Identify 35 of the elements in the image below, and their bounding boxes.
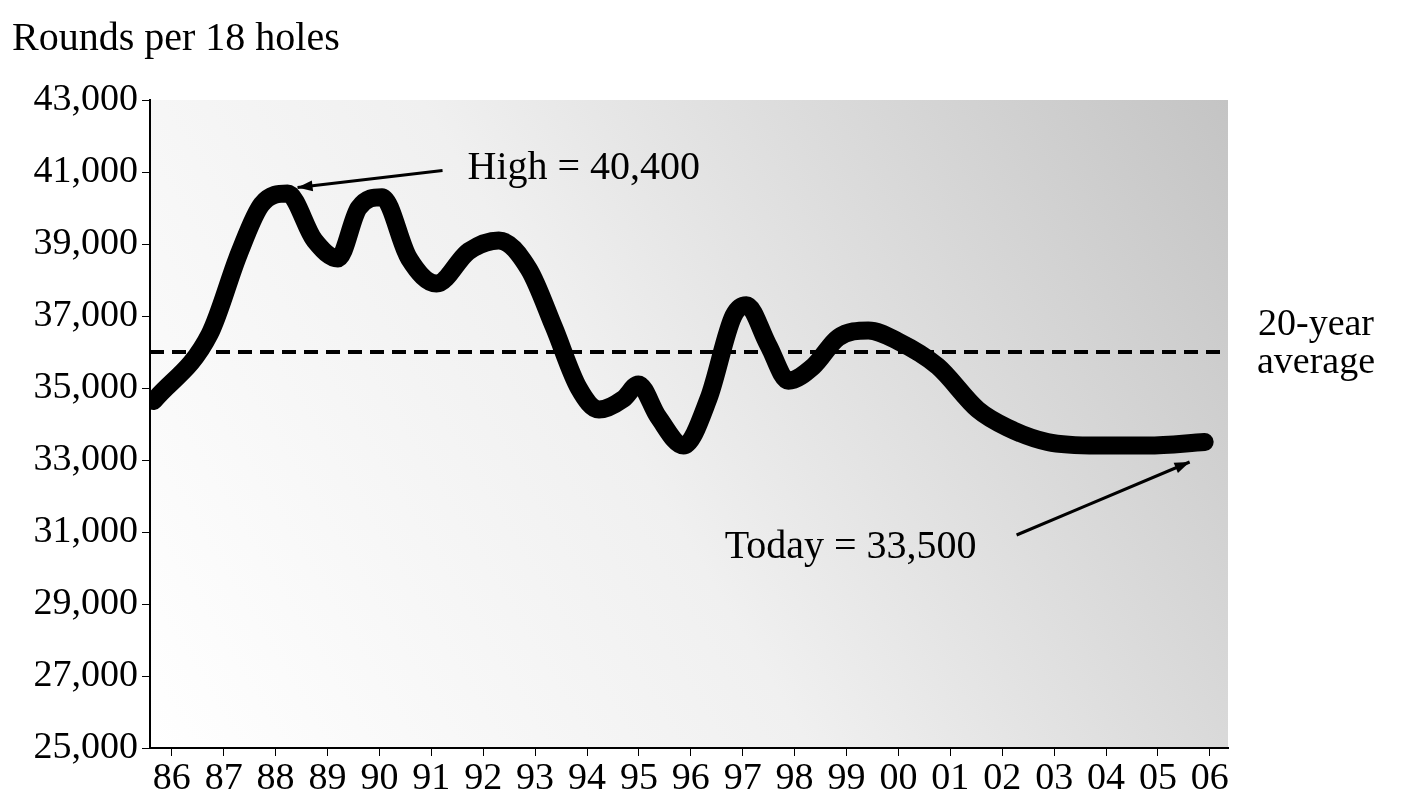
annotation: Today = 33,500 <box>724 521 977 567</box>
ref-line-label: 20-year average <box>1256 301 1376 381</box>
y-tick-label: 43,000 <box>33 75 138 118</box>
x-tick-label: 00 <box>879 754 918 797</box>
y-tick-label: 29,000 <box>33 579 138 622</box>
x-tick-label: 03 <box>1035 754 1074 797</box>
x-tick-label: 99 <box>827 754 866 797</box>
x-tick-label: 90 <box>360 754 399 797</box>
x-tick-label: 95 <box>619 754 658 797</box>
y-tick-label: 41,000 <box>33 147 138 190</box>
x-tick-label: 06 <box>1190 754 1229 797</box>
y-tick-label: 25,000 <box>33 723 138 766</box>
y-tick-label: 27,000 <box>33 651 138 694</box>
x-tick-label: 04 <box>1087 754 1126 797</box>
x-tick-label: 86 <box>152 754 191 797</box>
y-axis-title: Rounds per 18 holes <box>12 14 340 59</box>
x-tick-label: 01 <box>931 754 970 797</box>
x-tick-label: 94 <box>568 754 607 797</box>
y-tick-label: 35,000 <box>33 363 138 406</box>
x-tick-label: 02 <box>983 754 1022 797</box>
y-tick-label: 39,000 <box>33 219 138 262</box>
x-tick-label: 97 <box>723 754 762 797</box>
x-tick-label: 89 <box>308 754 347 797</box>
y-tick-label: 31,000 <box>33 507 138 550</box>
x-tick-label: 96 <box>671 754 710 797</box>
x-tick-label: 88 <box>256 754 295 797</box>
x-tick-label: 92 <box>464 754 503 797</box>
x-tick-label: 05 <box>1138 754 1177 797</box>
x-tick-label: 93 <box>516 754 555 797</box>
x-tick-label: 98 <box>775 754 814 797</box>
annotation: High = 40,400 <box>467 143 701 189</box>
x-tick-label: 91 <box>412 754 451 797</box>
y-tick-label: 37,000 <box>33 291 138 334</box>
y-tick-label: 33,000 <box>33 435 138 478</box>
x-tick-label: 87 <box>204 754 243 797</box>
